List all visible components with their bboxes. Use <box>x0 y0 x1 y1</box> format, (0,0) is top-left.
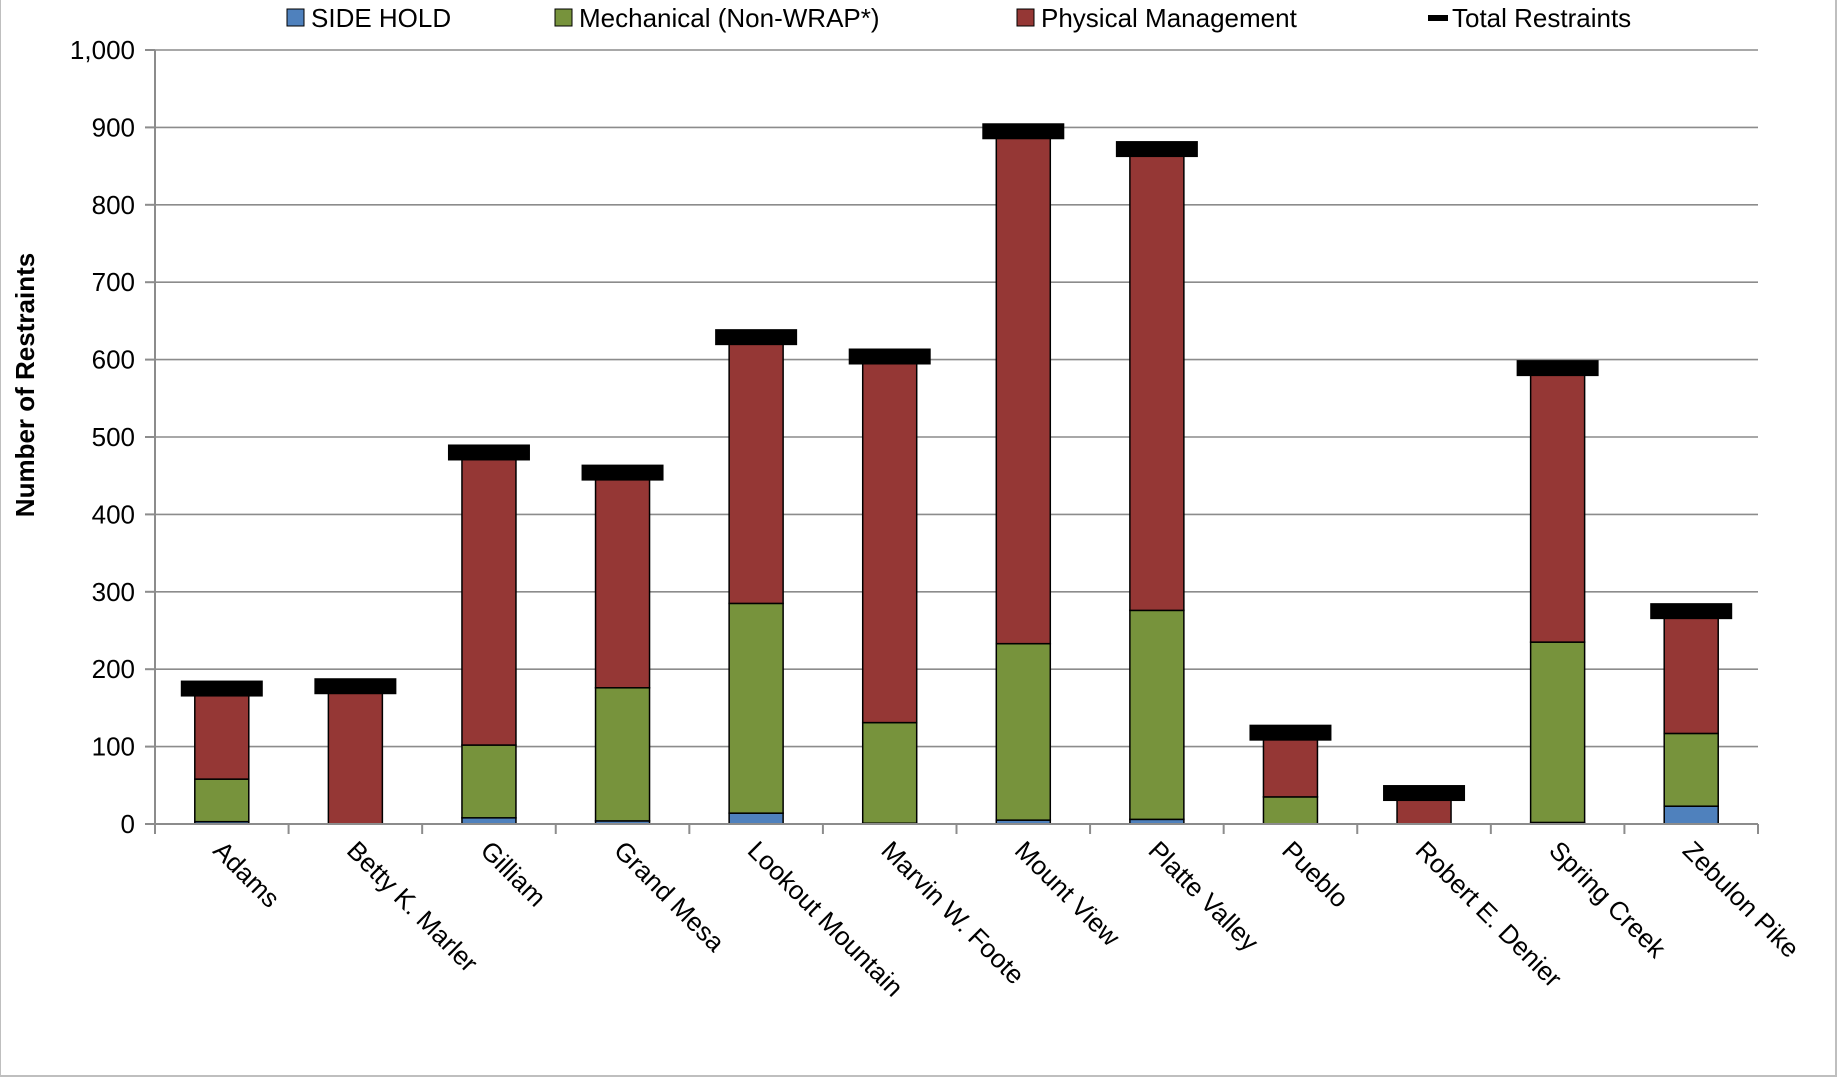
x-tick-label-7: Platte Valley <box>1143 835 1265 957</box>
bar-segment-1-6 <box>995 642 1052 821</box>
y-tick-label-4: 400 <box>92 499 135 529</box>
y-tick-label-0: 0 <box>121 809 135 839</box>
total-marker-4 <box>715 329 798 346</box>
bar-segment-1-8 <box>1262 796 1319 825</box>
legend-label-0: SIDE HOLD <box>311 3 451 33</box>
legend: SIDE HOLD Mechanical (Non-WRAP*) Physical … <box>286 3 1631 33</box>
x-tick-label-10: Spring Creek <box>1543 835 1672 964</box>
total-marker-11 <box>1650 603 1733 620</box>
bar-segment-2-0 <box>194 687 250 780</box>
bar-segment-1-0 <box>194 778 250 823</box>
bar-segment-2-10 <box>1529 367 1586 643</box>
bar-segment-0-11 <box>1663 805 1719 825</box>
bar-segment-2-5 <box>861 355 918 724</box>
bar-segment-1-10 <box>1529 641 1586 824</box>
x-tick-label-8: Pueblo <box>1276 835 1354 913</box>
y-tick-labels: 0 100 200 300 400 500 600 700 800 900 1,000 <box>70 35 135 839</box>
bar-segment-1-3 <box>594 687 651 822</box>
bar-segment-1-2 <box>461 744 517 819</box>
x-tick-label-9: Robert E. Denier <box>1410 835 1568 993</box>
gridlines <box>155 49 1758 748</box>
y-tick-label-2: 200 <box>92 654 135 684</box>
bars <box>180 123 1733 825</box>
total-marker-6 <box>982 123 1065 140</box>
total-marker-0 <box>180 680 263 697</box>
legend-swatch-0 <box>286 8 305 27</box>
bar-segment-1-4 <box>728 602 784 814</box>
x-tick-label-3: Grand Mesa <box>608 835 731 958</box>
x-tick-label-2: Gilliam <box>475 835 552 912</box>
bar-segment-2-3 <box>594 471 651 689</box>
bar-segment-0-4 <box>728 812 784 825</box>
bar-segment-2-8 <box>1262 731 1319 798</box>
bar-segment-2-1 <box>327 685 384 825</box>
bar-segment-2-6 <box>995 130 1052 645</box>
bar-segment-1-11 <box>1663 732 1719 807</box>
y-axis-label: Number of Restraints <box>10 253 40 517</box>
legend-marker-3 <box>1428 15 1448 21</box>
y-tick-label-9: 900 <box>92 112 135 142</box>
total-marker-9 <box>1383 785 1466 802</box>
bar-segment-1-5 <box>861 721 918 824</box>
x-tick-label-6: Mount View <box>1009 835 1126 952</box>
total-marker-8 <box>1249 724 1332 741</box>
axes <box>145 49 1759 834</box>
total-marker-2 <box>447 444 530 461</box>
legend-swatch-1 <box>554 8 573 27</box>
y-tick-label-3: 300 <box>92 577 135 607</box>
bar-segment-2-11 <box>1663 610 1719 735</box>
y-tick-label-7: 700 <box>92 267 135 297</box>
total-marker-7 <box>1115 141 1198 158</box>
total-marker-5 <box>848 348 931 365</box>
bar-segment-1-7 <box>1129 609 1185 821</box>
y-tick-label-6: 600 <box>92 345 135 375</box>
y-tick-label-5: 500 <box>92 422 135 452</box>
x-tick-label-5: Marvin W. Foote <box>875 835 1030 990</box>
total-marker-1 <box>314 678 397 695</box>
total-marker-3 <box>581 464 664 481</box>
total-marker-10 <box>1516 360 1599 377</box>
legend-label-3: Total Restraints <box>1452 3 1631 33</box>
y-tick-label-1: 100 <box>92 732 135 762</box>
x-tick-label-0: Adams <box>208 835 286 913</box>
legend-label-2: Physical Management <box>1041 3 1298 33</box>
y-tick-label-8: 800 <box>92 190 135 220</box>
x-tick-label-1: Betty K. Marler <box>341 835 484 978</box>
bar-segment-2-4 <box>728 336 784 605</box>
y-tick-label-10: 1,000 <box>70 35 135 65</box>
bar-segment-2-2 <box>461 451 517 746</box>
x-tick-label-11: Zebulon Pike <box>1677 835 1806 964</box>
bar-segment-2-7 <box>1129 148 1185 612</box>
legend-swatch-2 <box>1016 8 1035 27</box>
legend-label-1: Mechanical (Non-WRAP*) <box>579 3 880 33</box>
